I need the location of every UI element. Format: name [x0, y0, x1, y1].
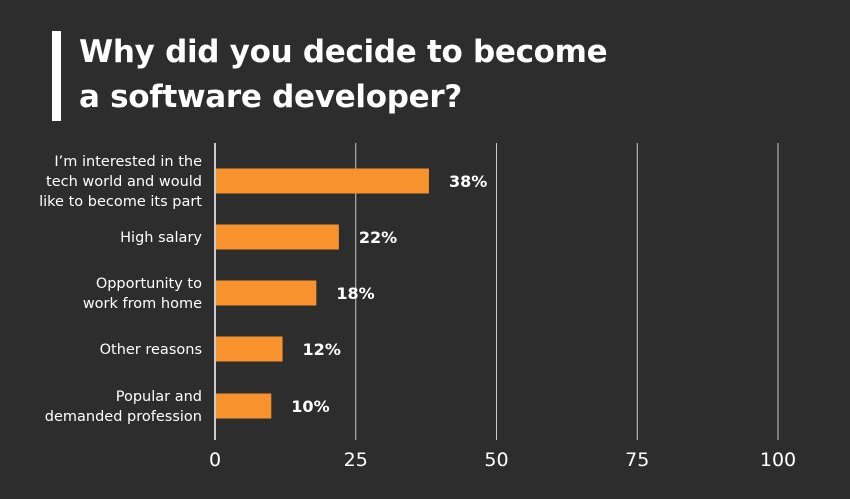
value-label-5: 10%: [291, 397, 329, 416]
category-label-5: Popular and demanded profession: [45, 389, 202, 425]
category-label-1: I’m interested in the tech world and woul…: [39, 154, 202, 210]
x-tick-25: 25: [344, 449, 368, 471]
value-label-3: 18%: [336, 284, 374, 303]
x-tick-50: 50: [484, 449, 508, 471]
x-tick-100: 100: [760, 449, 796, 471]
chart-title-line-1: Why did you decide to become: [79, 34, 608, 70]
value-label-4: 12%: [303, 340, 341, 359]
chart-title: Why did you decide to become a software …: [79, 30, 608, 120]
value-label-2: 22%: [359, 228, 397, 247]
value-labels: 38% 22% 18% 12% 10%: [291, 172, 487, 416]
category-label-3: Opportunity to work from home: [83, 276, 202, 312]
bars: [216, 168, 429, 419]
x-tick-labels: 0 25 50 75 100: [209, 449, 796, 471]
category-labels: I’m interested in the tech world and woul…: [39, 154, 202, 425]
bar-2: [216, 224, 339, 250]
category-label-4: Other reasons: [100, 342, 202, 358]
bar-1: [216, 168, 429, 194]
bar-4: [216, 336, 283, 362]
bar-3: [216, 280, 317, 306]
x-tick-75: 75: [625, 449, 649, 471]
category-label-2: High salary: [120, 230, 202, 246]
x-tick-0: 0: [209, 449, 221, 471]
chart-title-line-2: a software developer?: [79, 79, 462, 115]
value-label-1: 38%: [449, 172, 487, 191]
title-accent-bar: [52, 31, 61, 121]
bar-5: [216, 393, 272, 419]
